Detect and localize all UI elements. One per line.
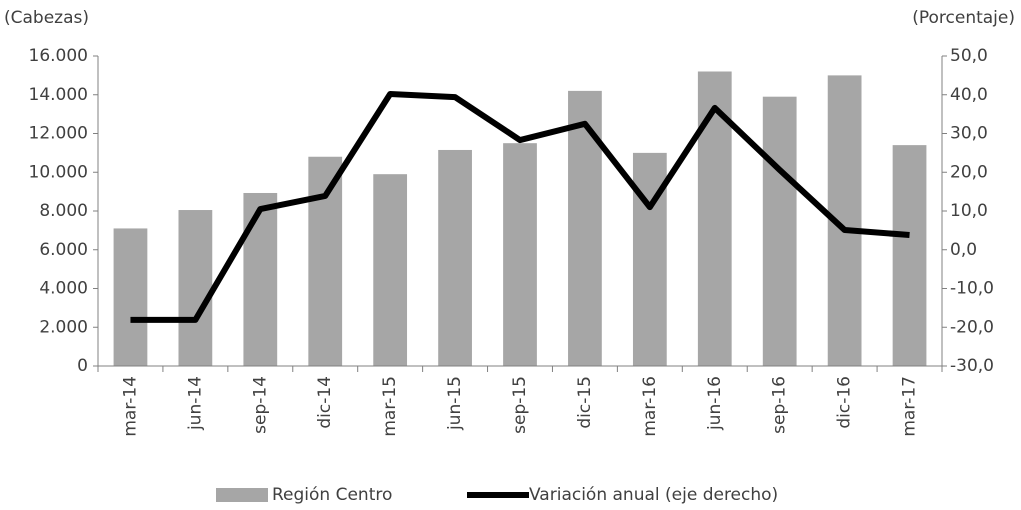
- y2-tick-label: 20,0: [950, 162, 988, 182]
- y-tick-label: 8.000: [39, 201, 88, 221]
- x-tick-label: jun-16: [705, 376, 725, 431]
- y-tick-label: 6.000: [39, 240, 88, 260]
- x-tick-label: mar-17: [900, 376, 920, 437]
- x-tick-label: dic-16: [835, 376, 855, 429]
- bar: [178, 210, 213, 366]
- x-tick-label: mar-14: [120, 376, 140, 437]
- y2-tick-label: -10,0: [950, 279, 994, 299]
- y-axis-title: (Cabezas): [4, 8, 89, 28]
- y-tick-label: 12.000: [29, 124, 88, 144]
- y2-tick-label: -30,0: [950, 356, 994, 376]
- y-tick-label: 10.000: [29, 162, 88, 182]
- y-tick-label: 0: [77, 356, 88, 376]
- bar: [503, 143, 537, 366]
- y-tick-label: 16.000: [29, 46, 88, 66]
- x-tick-label: sep-16: [770, 376, 790, 434]
- x-tick-label: sep-14: [250, 376, 270, 434]
- x-tick-label: dic-15: [575, 376, 595, 429]
- x-tick-label: sep-15: [510, 376, 530, 434]
- y-tick-label: 14.000: [29, 85, 88, 105]
- bar: [762, 96, 797, 366]
- y2-tick-label: 0,0: [950, 240, 977, 260]
- x-tick-label: jun-15: [445, 376, 465, 431]
- y2-tick-label: 40,0: [950, 85, 988, 105]
- bar: [113, 228, 148, 366]
- bar: [308, 156, 343, 366]
- y-tick-label: 4.000: [39, 279, 88, 299]
- legend-swatch: [216, 488, 268, 502]
- line: [130, 90, 910, 323]
- y2-tick-label: 10,0: [950, 201, 988, 221]
- y2-axis-title: (Porcentaje): [912, 8, 1015, 28]
- legend-label: Variación anual (eje derecho): [529, 485, 778, 505]
- x-tick-label: mar-15: [380, 376, 400, 437]
- legend-label: Región Centro: [272, 485, 392, 505]
- y2-tick-label: 30,0: [950, 124, 988, 144]
- y-tick-label: 2.000: [39, 317, 88, 337]
- bar: [892, 145, 927, 366]
- bar: [373, 174, 408, 366]
- x-tick-label: jun-14: [185, 376, 205, 431]
- y2-tick-label: 50,0: [950, 46, 988, 66]
- bar: [568, 90, 602, 366]
- x-tick-label: dic-14: [315, 376, 335, 429]
- y2-tick-label: -20,0: [950, 317, 994, 337]
- x-tick-label: mar-16: [640, 376, 660, 437]
- bar: [438, 149, 472, 366]
- bar: [243, 192, 278, 366]
